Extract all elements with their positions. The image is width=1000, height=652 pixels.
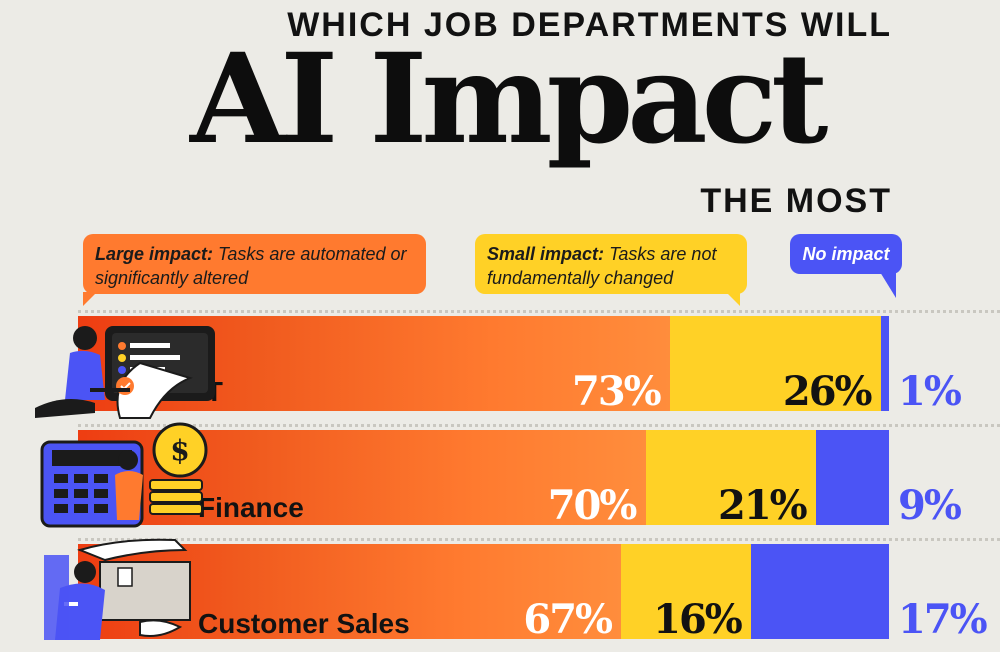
legend-no-impact: No impact xyxy=(790,234,902,274)
row-separator xyxy=(78,310,1000,313)
bar-small-impact-it xyxy=(670,316,881,411)
legend-small-impact: Small impact: Tasks are not fundamentall… xyxy=(475,234,747,294)
bar-no-impact-finance xyxy=(816,430,889,525)
legend-large-desc: Tasks are automated or significantly alt… xyxy=(95,244,407,288)
legend-small-tail xyxy=(726,292,740,306)
it-worker-icon xyxy=(35,326,215,419)
title-main: AI Impact xyxy=(190,27,828,172)
bar-no-impact-customer-sales xyxy=(751,544,889,639)
value-label-no-impact: 17% xyxy=(898,596,988,643)
value-label-large-impact: 67% xyxy=(523,596,613,643)
legend-small-desc: Tasks are not fundamentally changed xyxy=(487,244,717,288)
value-label-small-impact: 26% xyxy=(782,368,873,415)
row-separator xyxy=(78,538,1000,541)
bar-small-impact-customer-sales xyxy=(621,544,752,639)
bar-small-impact-finance xyxy=(645,430,816,525)
value-label-no-impact: 9% xyxy=(898,482,962,529)
row-separator xyxy=(78,424,1000,427)
legend-large-label: Large impact: xyxy=(95,244,214,264)
value-label-small-impact: 21% xyxy=(718,482,808,529)
svg-text:$: $ xyxy=(170,434,189,467)
category-label-customer-sales: Customer Sales xyxy=(198,608,410,639)
legend-none-label: No impact xyxy=(802,244,890,264)
bar-no-impact-it xyxy=(880,316,889,411)
value-label-large-impact: 70% xyxy=(547,482,638,529)
value-label-small-impact: 16% xyxy=(653,596,743,643)
legend-large-tail xyxy=(83,292,97,306)
category-label-finance: Finance xyxy=(198,492,304,523)
value-label-no-impact: 1% xyxy=(898,368,962,415)
title-top: WHICH JOB DEPARTMENTS WILL xyxy=(287,6,892,44)
legend-none-tail xyxy=(880,272,896,298)
legend-large-impact: Large impact: Tasks are automated or sig… xyxy=(83,234,426,294)
finance-calculator-icon: $ xyxy=(40,422,208,528)
value-label-large-impact: 73% xyxy=(572,368,662,415)
title-bottom: THE MOST xyxy=(700,182,892,220)
legend-small-label: Small impact: xyxy=(487,244,605,264)
customer-sales-box-icon xyxy=(44,538,191,640)
